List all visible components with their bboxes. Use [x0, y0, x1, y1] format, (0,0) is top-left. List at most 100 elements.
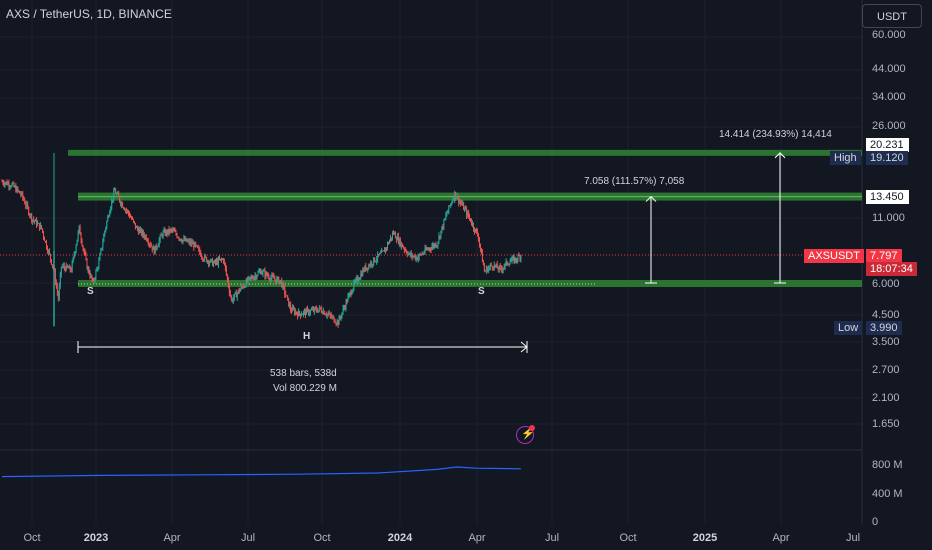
- candle-body: [188, 240, 190, 242]
- candle-body: [271, 275, 273, 278]
- candle-body: [378, 254, 380, 256]
- candle-body: [451, 202, 453, 204]
- candle-body: [313, 307, 315, 312]
- candle-body: [380, 252, 382, 254]
- candle-body: [417, 257, 419, 261]
- y-tick-label: 34.000: [872, 91, 906, 103]
- candle-body: [144, 235, 146, 238]
- candle-body: [345, 300, 347, 309]
- candle-body: [487, 268, 489, 272]
- candle-body: [394, 232, 396, 239]
- lightning-icon[interactable]: ⚡: [516, 425, 535, 444]
- candle-body: [372, 264, 374, 265]
- candle-body: [20, 193, 22, 195]
- candle-body: [277, 277, 279, 279]
- candle-body: [232, 298, 234, 302]
- candle-body: [223, 261, 225, 263]
- candle-body: [434, 243, 436, 247]
- candle-body: [120, 201, 122, 205]
- candle-body: [255, 275, 257, 278]
- candle-body: [375, 261, 377, 262]
- candle-body: [329, 313, 331, 316]
- candle-body: [141, 231, 143, 235]
- candle-body: [365, 266, 367, 271]
- volume-ma-line: [1, 466, 521, 478]
- candle-body: [290, 304, 292, 311]
- candle-body: [337, 320, 339, 325]
- candle-body: [438, 235, 440, 242]
- candle-body: [439, 235, 441, 238]
- candle-body: [328, 313, 330, 315]
- candle-body: [371, 262, 373, 265]
- candle-body: [208, 260, 210, 264]
- candle-body: [137, 229, 139, 234]
- candle-body: [308, 312, 310, 314]
- candle-body: [435, 243, 437, 247]
- candle-body: [264, 270, 266, 277]
- candle-body: [422, 253, 424, 255]
- x-tick-label: Jul: [845, 532, 861, 544]
- candle-body: [31, 214, 33, 222]
- candle-body: [117, 193, 119, 195]
- y-tick-label: 1.650: [872, 418, 900, 430]
- candle-body: [493, 264, 495, 269]
- candle-body: [306, 308, 308, 310]
- candle-body: [430, 249, 432, 250]
- candle-body: [155, 245, 157, 249]
- candle-body: [86, 258, 88, 270]
- candle-body: [483, 265, 485, 272]
- candle-body: [105, 227, 107, 231]
- candle-body: [464, 208, 466, 210]
- candle-body: [237, 290, 239, 294]
- candle-body: [357, 277, 359, 281]
- candle-body: [395, 238, 397, 241]
- candle-body: [23, 197, 25, 201]
- candle-body: [43, 231, 44, 238]
- candle-body: [424, 248, 426, 253]
- candle-body: [45, 241, 46, 242]
- last-price-tag: 7.797: [866, 249, 902, 263]
- candle-body: [300, 313, 301, 316]
- candle-body: [373, 257, 375, 265]
- candle-body: [500, 267, 502, 269]
- candle-body: [226, 274, 228, 280]
- y-tick-label: 44.000: [872, 63, 906, 75]
- candle-body: [132, 218, 133, 220]
- candle-body: [5, 181, 7, 184]
- candle-body: [254, 275, 256, 277]
- candle-body: [368, 264, 370, 269]
- currency-button[interactable]: USDT: [862, 4, 922, 28]
- candle-body: [396, 236, 398, 241]
- candle-body: [403, 247, 405, 250]
- candle-body: [449, 205, 451, 207]
- candle-body: [41, 225, 42, 229]
- x-tick-label: Apr: [163, 532, 181, 544]
- candle-body: [309, 310, 311, 313]
- candle-body: [118, 193, 120, 198]
- candle-body: [482, 262, 484, 266]
- candle-body: [437, 241, 439, 246]
- candle-body: [473, 223, 474, 229]
- candle-body: [471, 221, 472, 225]
- candle-body: [360, 273, 362, 279]
- candle-body: [310, 309, 312, 311]
- candle-body: [299, 311, 300, 314]
- candle-body: [134, 222, 136, 228]
- pattern-label-shoulder: S: [478, 286, 485, 297]
- candle-body: [38, 223, 40, 224]
- candle-body: [347, 296, 349, 302]
- y-tick-label: 6.000: [872, 278, 900, 290]
- candle-body: [278, 277, 280, 284]
- candle-body: [190, 241, 192, 244]
- candle-body: [69, 266, 71, 271]
- candle-body: [335, 323, 337, 324]
- candle-body: [281, 279, 283, 287]
- candle-body: [392, 233, 394, 235]
- candle-body: [334, 322, 336, 324]
- candle-body: [18, 190, 20, 192]
- y-tick-label: 11.000: [872, 212, 905, 224]
- candle-body: [280, 279, 282, 281]
- candle-body: [519, 255, 521, 260]
